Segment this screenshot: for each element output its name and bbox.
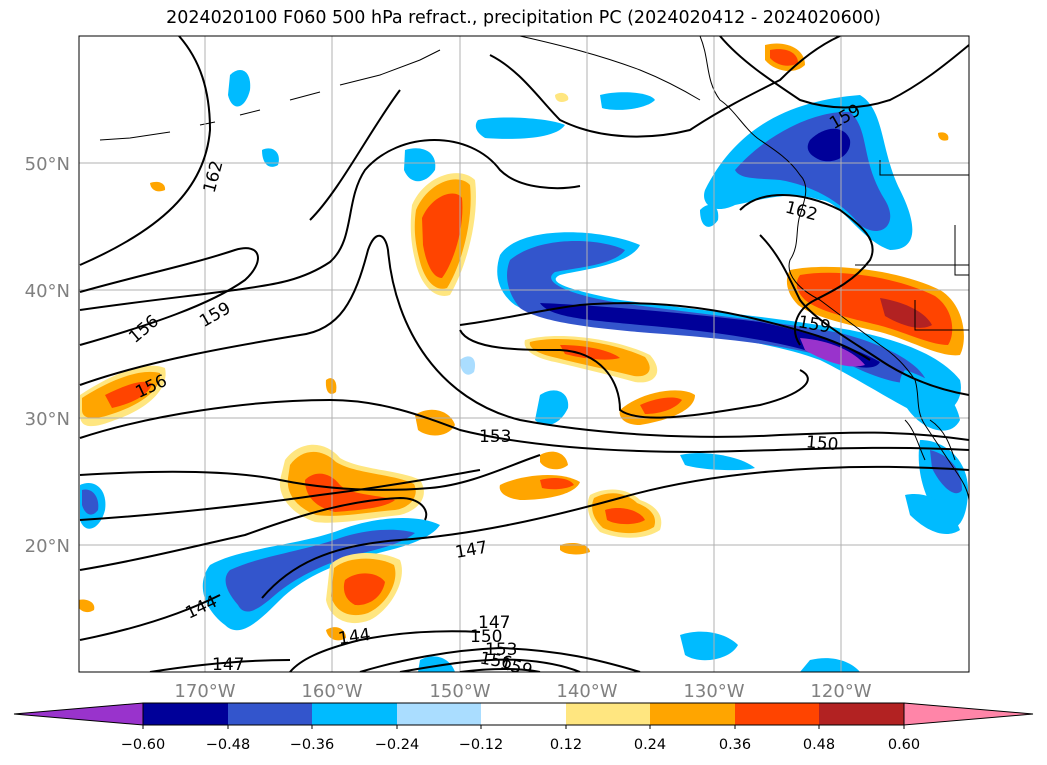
colorbar-extend-high <box>903 702 1034 726</box>
contour-label: 156 <box>478 649 513 674</box>
contour-label: 147 <box>478 613 510 633</box>
refractivity-contours <box>79 36 969 672</box>
contour-label: 150 <box>805 432 839 455</box>
colorbar-tick-label: 0.24 <box>634 737 666 753</box>
colorbar-tick-label: −0.12 <box>459 737 503 753</box>
plot-title: 2024020100 F060 500 hPa refract., precip… <box>166 8 881 28</box>
lat-label: 40°N <box>25 281 70 302</box>
colorbar-segment <box>566 703 650 725</box>
contour-label: 153 <box>479 427 511 447</box>
longitude-axis: 170°W 160°W 150°W 140°W 130°W 120°W <box>174 681 871 702</box>
colorbar-tick-label: 0.12 <box>550 737 582 753</box>
colorbar-tick-label: 0.48 <box>803 737 835 753</box>
precipitation-field <box>79 43 968 672</box>
contour-label: 150 <box>470 627 502 647</box>
lon-label: 130°W <box>683 681 744 702</box>
lat-lon-grid <box>79 36 969 672</box>
colorbar-tick-label: −0.36 <box>290 737 334 753</box>
colorbar-extend-low <box>13 702 144 726</box>
contour-label: 147 <box>212 655 244 675</box>
colorbar-tick-label: 0.60 <box>888 737 920 753</box>
contour-label: 144 <box>337 625 372 649</box>
colorbar-tick-label: −0.60 <box>121 737 165 753</box>
lon-label: 140°W <box>556 681 617 702</box>
colorbar-segment <box>481 703 566 725</box>
lon-label: 160°W <box>301 681 362 702</box>
colorbar-ticks: −0.60 −0.48 −0.36 −0.24 −0.12 0.12 0.24 … <box>121 737 920 753</box>
colorbar-segment <box>397 703 481 725</box>
colorbar-tick-label: −0.48 <box>206 737 250 753</box>
lon-label: 150°W <box>429 681 490 702</box>
map-frame <box>78 35 970 673</box>
colorbar-segment <box>819 703 904 725</box>
colorbar-segment <box>143 703 228 725</box>
colorbar-segment <box>650 703 735 725</box>
map-area: 162 159 156 156 153 150 147 144 144 147 … <box>79 36 969 675</box>
colorbar-segment <box>312 703 397 725</box>
colorbar-tick-label: 0.36 <box>719 737 751 753</box>
colorbar-segment <box>735 703 819 725</box>
lat-label: 50°N <box>25 154 70 175</box>
colorbar-segment <box>228 703 312 725</box>
lat-label: 20°N <box>25 536 70 557</box>
lon-label: 170°W <box>174 681 235 702</box>
latitude-axis: 50°N 40°N 30°N 20°N <box>25 154 70 557</box>
coastline <box>99 36 969 501</box>
lon-label: 120°W <box>810 681 871 702</box>
contour-label: 153 <box>485 640 517 660</box>
lat-label: 30°N <box>25 409 70 430</box>
colorbar: −0.60 −0.48 −0.36 −0.24 −0.12 0.12 0.24 … <box>13 702 1034 753</box>
colorbar-tick-label: −0.24 <box>375 737 419 753</box>
